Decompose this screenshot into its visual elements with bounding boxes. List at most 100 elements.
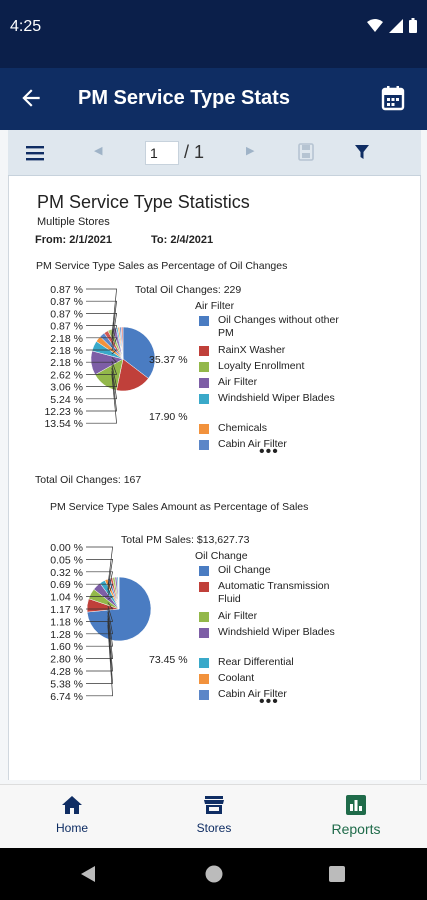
- chart1-side-label-2: 0.87 %: [50, 308, 83, 320]
- chart1-legend-label: Air Filter: [218, 376, 258, 388]
- chart1-big-label-1: 17.90 %: [149, 411, 188, 423]
- system-back-icon[interactable]: [80, 865, 96, 883]
- chart1-side-label-7: 2.62 %: [50, 369, 83, 381]
- chart2-leader-line-1: [86, 559, 114, 590]
- filter-icon[interactable]: [354, 144, 370, 160]
- previous-page-icon[interactable]: ◀: [94, 145, 103, 157]
- nav-home[interactable]: Home: [32, 795, 112, 835]
- chart2-legend-swatch: [199, 658, 209, 668]
- nav-home-label: Home: [55, 821, 88, 835]
- page-total: / 1: [184, 142, 205, 162]
- nav-reports-label: Reports: [331, 821, 381, 837]
- chart2-more-icon[interactable]: •••: [259, 693, 279, 710]
- chart2-leader-line-3: [86, 583, 114, 597]
- chart1-legend-swatch: [199, 424, 209, 434]
- chart1-legend-item: RainX Washer: [199, 344, 339, 357]
- chart1-slice-0: [122, 326, 156, 379]
- chart2-leader-line-8: [86, 612, 114, 647]
- chart1-legend-label: RainX Washer: [218, 344, 286, 356]
- chart2-legend-item: Air Filter: [199, 610, 339, 623]
- chart1-legend-label: Windshield Wiper Blades: [218, 392, 335, 404]
- chart1-legend-item: Chemicals: [199, 422, 339, 435]
- chart2-leader-line-6: [86, 605, 114, 622]
- chart2-legend-swatch: [199, 582, 209, 592]
- chart1-legend-label: Chemicals: [218, 422, 268, 434]
- wifi-icon: [367, 18, 383, 32]
- chart1-leader-line-4: [86, 337, 118, 351]
- chart2-legend-label: Windshield Wiper Blades: [218, 626, 335, 638]
- chart2-leader-line-7: [86, 608, 114, 635]
- chart1-legend-swatch: [199, 362, 209, 372]
- chart1-legend-label: Oil Changes without other PM: [218, 314, 339, 339]
- report-toolbar: ◀ 1 / 1 ▶: [8, 130, 421, 176]
- chart1-leader-line-7: [86, 360, 118, 375]
- chart1-legend-swatch: [199, 346, 209, 356]
- status-icons: [367, 18, 417, 33]
- chart2-title: PM Service Type Sales Amount as Percenta…: [50, 501, 309, 513]
- chart1-leader-line-2: [86, 313, 118, 344]
- chart2-legend-swatch: [199, 612, 209, 622]
- chart2-legend-swatch: [199, 628, 209, 638]
- nav-reports[interactable]: Reports: [316, 795, 396, 837]
- chart1-side-label-5: 2.18 %: [50, 345, 83, 357]
- chart2-side-label-8: 1.60 %: [50, 641, 83, 653]
- back-arrow-icon[interactable]: [18, 85, 44, 111]
- chart2-leader-line-4: [86, 596, 114, 600]
- chart1-legend-item: Cabin Air Filter: [199, 438, 339, 451]
- system-home-icon[interactable]: [204, 864, 224, 884]
- chart2-legend-label: Automatic Transmission Fluid: [218, 580, 330, 605]
- report-from-date: From: 2/1/2021: [35, 234, 113, 246]
- report-store: Multiple Stores: [37, 216, 110, 228]
- battery-icon: [409, 18, 417, 33]
- chart1-more-icon[interactable]: •••: [259, 443, 279, 460]
- chart1-legend-swatch: [199, 316, 209, 326]
- chart1-side-label-4: 2.18 %: [50, 333, 83, 345]
- chart1-legend-item: Oil Changes without other PM: [199, 314, 339, 340]
- chart1-legend-item: Air Filter: [199, 376, 339, 389]
- chart2-legend-item: Cabin Air Filter: [199, 688, 339, 701]
- system-recents-icon[interactable]: [328, 865, 346, 883]
- chart2-legend-label: Air Filter: [218, 610, 258, 622]
- next-page-icon[interactable]: ▶: [246, 145, 255, 157]
- chart1-slice-13: [120, 326, 124, 360]
- chart2-leader-line-12: [86, 624, 113, 697]
- report-to-date: To: 2/4/2021: [151, 234, 214, 246]
- chart2-leader-line-9: [86, 615, 113, 659]
- report-title: PM Service Type Statistics: [37, 192, 250, 212]
- chart1-big-label-0: 35.37 %: [149, 354, 188, 366]
- chart1-side-label-9: 5.24 %: [50, 394, 83, 406]
- chart2-leader-line-0: [86, 546, 113, 587]
- chart1-leader-line-8: [86, 364, 118, 387]
- system-nav-bar: [0, 848, 427, 900]
- between-charts-total: Total Oil Changes: 167: [35, 474, 142, 486]
- chart1-pie: 0.87 %0.87 %0.87 %0.87 %2.18 %2.18 %2.18…: [44, 284, 188, 430]
- chart1-leader-line-3: [86, 325, 118, 348]
- chart1-legend-swatch: [199, 440, 209, 450]
- page-number-input[interactable]: 1: [145, 141, 179, 165]
- chart1-legend-item: Loyalty Enrollment: [199, 360, 339, 373]
- chart2-side-label-11: 5.38 %: [50, 678, 83, 690]
- report-page: PM Service Type Statistics Multiple Stor…: [8, 176, 421, 780]
- chart1-legend-item: Windshield Wiper Blades: [199, 392, 339, 405]
- chart2-side-label-9: 2.80 %: [50, 654, 83, 666]
- chart1-leader-line-6: [86, 357, 118, 363]
- menu-icon[interactable]: [26, 144, 46, 162]
- chart1-leader-line-1: [86, 300, 117, 341]
- chart2-legend-label: Oil Change: [218, 564, 271, 576]
- chart2-legend-title: Oil Change: [195, 550, 248, 562]
- calendar-icon[interactable]: [381, 85, 405, 111]
- save-icon[interactable]: [298, 143, 314, 161]
- chart2-side-label-1: 0.05 %: [50, 554, 83, 566]
- chart2-legend-item: Oil Change: [199, 564, 339, 577]
- chart1-leader-line-0: [86, 288, 117, 337]
- chart2-leader-line-5: [86, 602, 114, 610]
- chart1-title: PM Service Type Sales as Percentage of O…: [36, 260, 288, 272]
- chart1-leader-line-5: [86, 349, 118, 355]
- chart2-big-label-0: 73.45 %: [149, 654, 188, 666]
- chart2-side-label-2: 0.32 %: [50, 567, 83, 579]
- chart1-side-label-6: 2.18 %: [50, 357, 83, 369]
- chart1-annotation: Total Oil Changes: 229: [135, 284, 242, 296]
- nav-stores[interactable]: Stores: [174, 795, 254, 835]
- chart1-side-label-1: 0.87 %: [50, 296, 83, 308]
- chart2-legend-label: Coolant: [218, 672, 255, 684]
